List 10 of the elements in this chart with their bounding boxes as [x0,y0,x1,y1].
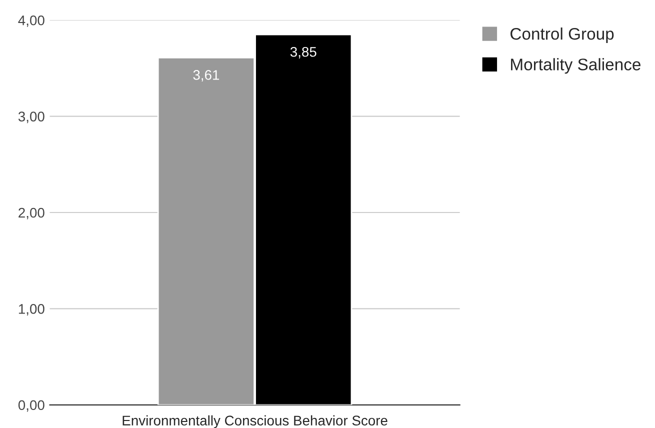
data-label: 3,61 [193,70,220,82]
x-axis-title: Environmentally Conscious Behavior Score [122,415,388,428]
y-tick-label: 1,00 [18,304,44,316]
legend-label: Control Group [510,28,614,44]
y-tick-label: 2,00 [18,208,44,220]
y-tick-label: 3,00 [18,112,44,124]
data-label: 3,85 [290,46,316,58]
y-tick-label: 0,00 [18,400,44,412]
y-tick-label: 4,00 [18,15,44,27]
legend-label: Mortality Salience [511,58,640,74]
